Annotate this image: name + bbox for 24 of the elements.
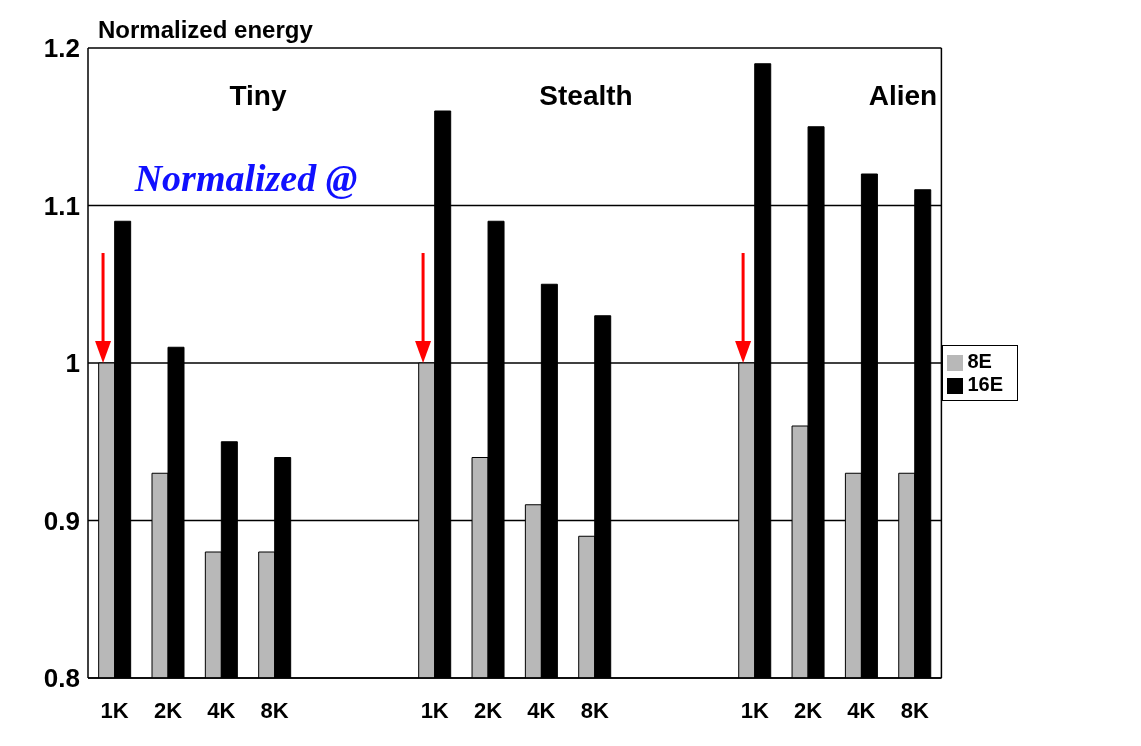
y-tick-label: 1.2 bbox=[43, 33, 80, 64]
y-tick-label: 1 bbox=[65, 348, 80, 379]
x-tick-label: 2K bbox=[153, 697, 183, 723]
annotation: Normalized @ bbox=[134, 156, 358, 200]
x-tick-label: 4K bbox=[847, 697, 876, 723]
annotation: Tiny bbox=[229, 80, 287, 112]
x-tick-label: 8K bbox=[900, 697, 929, 723]
x-tick-label: 1K bbox=[100, 697, 129, 723]
x-tick-label: 4K bbox=[527, 697, 556, 723]
x-tick-label: 4K bbox=[207, 697, 236, 723]
annotation: Stealth bbox=[539, 80, 633, 112]
x-tick-label: 8K bbox=[260, 697, 289, 723]
y-tick-label: 0.9 bbox=[43, 505, 80, 536]
y-tick-label: 1.1 bbox=[43, 190, 80, 221]
x-tick-label: 8K bbox=[580, 697, 609, 723]
x-tick-label: 1K bbox=[740, 697, 769, 723]
legend-label: 16E bbox=[967, 373, 1003, 395]
x-tick-label: 2K bbox=[794, 697, 823, 723]
x-tick-label: 2K bbox=[473, 697, 503, 723]
legend-label: 8E bbox=[967, 350, 992, 372]
y-tick-label: 0.8 bbox=[43, 663, 80, 694]
annotation: Alien bbox=[868, 80, 938, 112]
y-axis-title: Normalized energy bbox=[98, 16, 313, 44]
x-tick-label: 1K bbox=[420, 697, 449, 723]
